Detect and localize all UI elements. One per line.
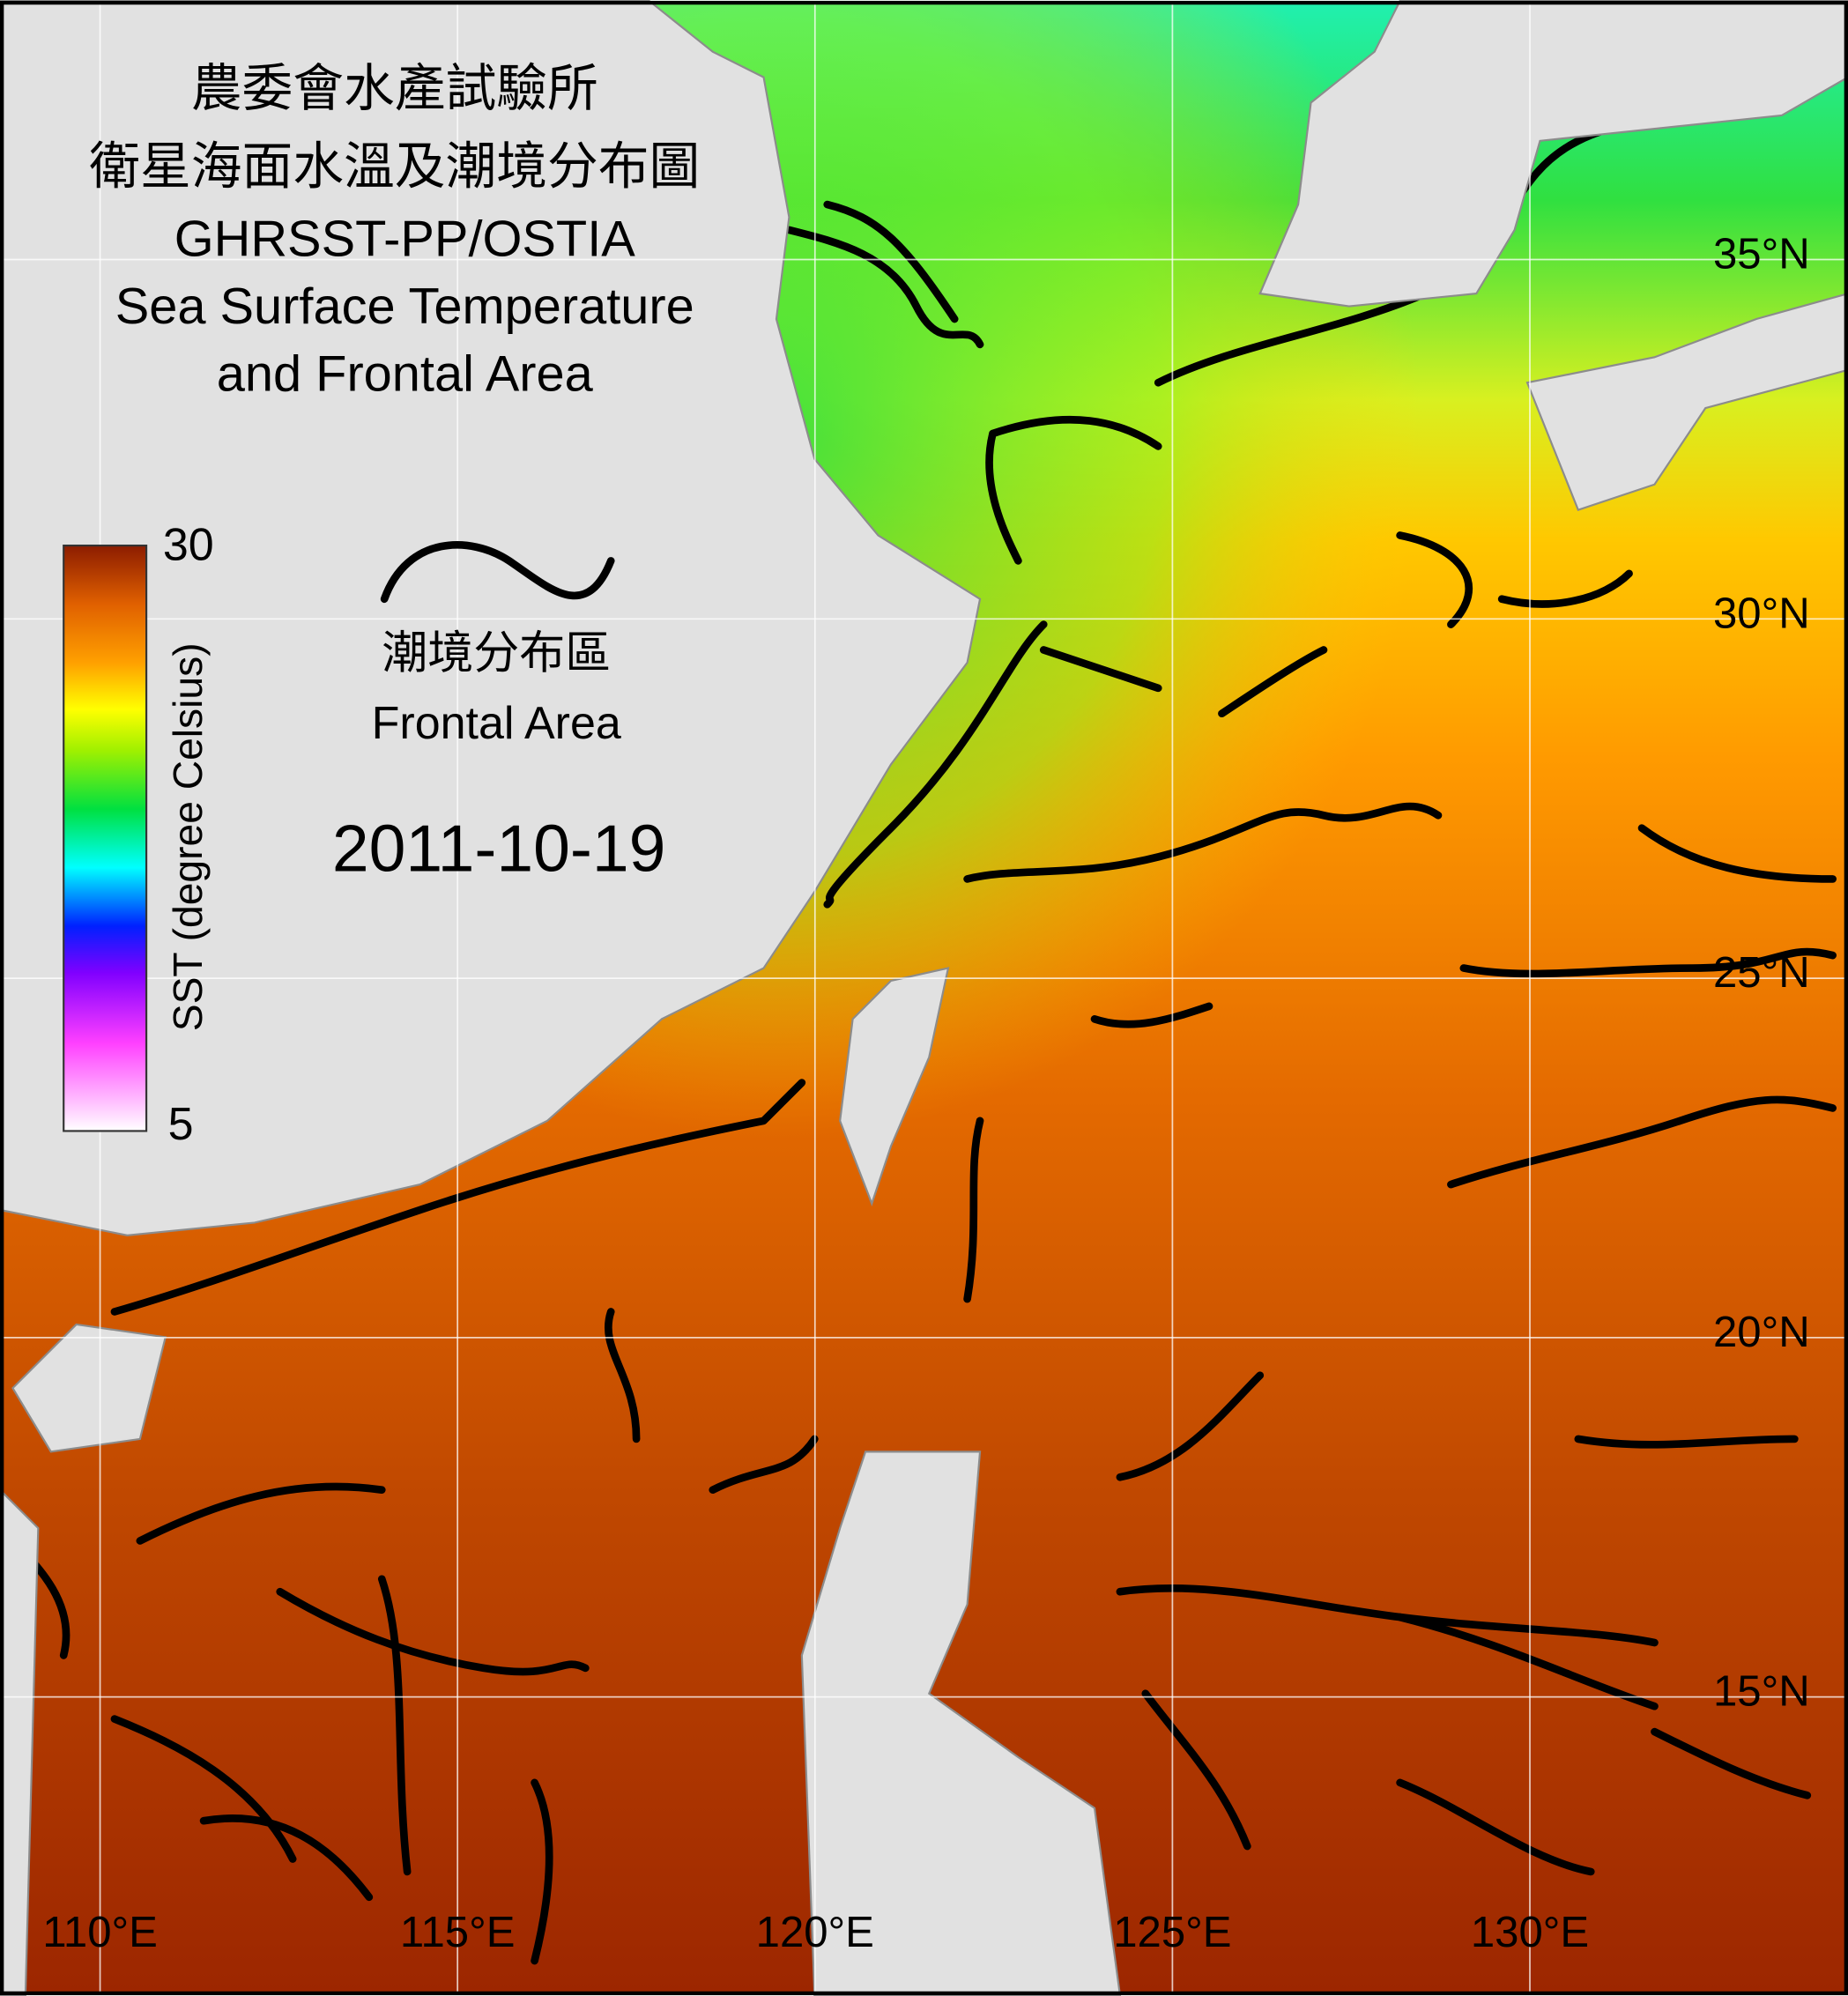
lat-label: 15°N [1713,1668,1810,1716]
date: 2011-10-19 [332,811,665,885]
lat-label: 30°N [1713,590,1810,637]
title-line: and Frontal Area [217,346,594,403]
lon-label: 120°E [756,1909,874,1956]
lat-label: 35°N [1713,231,1810,278]
lon-label: 115°E [400,1909,516,1956]
colorbar [63,544,148,1132]
legend-label-en: Frontal Area [372,698,621,749]
fronts [9,48,1837,1965]
title-line: Sea Surface Temperature [115,278,694,335]
colorbar-max: 30 [163,520,214,571]
colorbar-min: 5 [168,1099,194,1150]
title-line: 農委會水產試驗所 [191,61,598,117]
legend-symbol [380,541,615,604]
title-line: 衛星海面水溫及潮境分布圖 [89,138,700,195]
lon-label: 110°E [42,1909,158,1956]
lon-label: 130°E [1471,1909,1589,1956]
lat-label: 25°N [1713,949,1810,997]
title-line: GHRSST-PP/OSTIA [174,211,636,268]
legend-label-zh: 潮境分布區 [382,627,611,679]
lat-label: 20°N [1713,1309,1810,1356]
title-block: 農委會水產試驗所 衛星海面水溫及潮境分布圖 GHRSST-PP/OSTIA Se… [89,61,700,403]
colorbar-label: SST (degree Celsius) [165,642,211,1031]
lon-label: 125°E [1113,1909,1231,1956]
